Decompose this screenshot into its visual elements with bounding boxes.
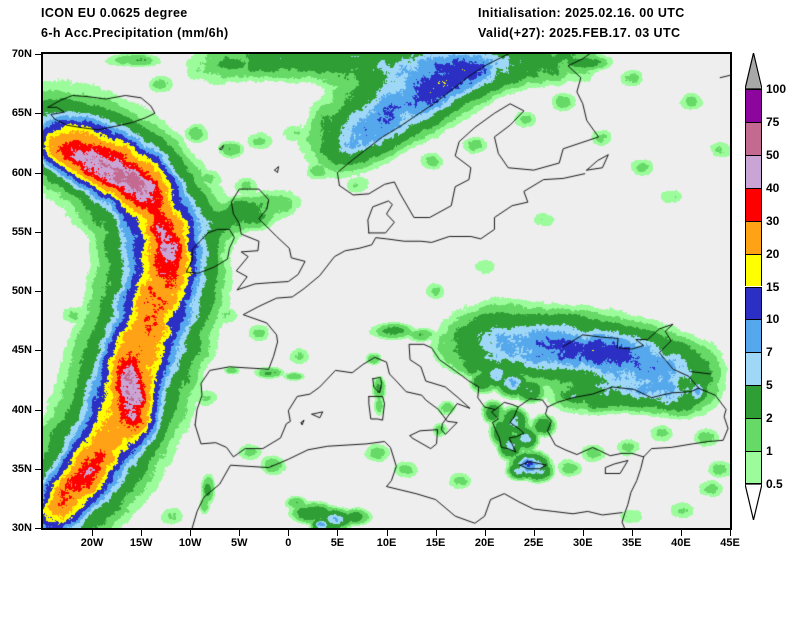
x-tick <box>435 530 437 536</box>
y-axis-label: 55N <box>11 225 32 238</box>
x-tick <box>582 530 584 536</box>
model-title: ICON EU 0.0625 degree <box>41 6 188 20</box>
colorbar <box>745 89 762 484</box>
x-tick <box>239 530 241 536</box>
colorbar-band <box>745 418 762 452</box>
x-tick <box>680 530 682 536</box>
colorbar-band <box>745 89 762 122</box>
x-axis-label: 15E <box>425 537 446 549</box>
x-axis-label: 5E <box>330 537 345 549</box>
colorbar-tick-label: 5 <box>766 378 773 393</box>
x-axis-label: 35E <box>622 537 642 549</box>
y-axis-label: 35N <box>11 462 32 475</box>
x-tick <box>337 530 339 536</box>
y-tick <box>35 113 41 115</box>
x-tick <box>288 530 290 536</box>
x-axis-label: 0 <box>285 537 292 549</box>
colorbar-tick-label: 15 <box>766 279 780 294</box>
precipitation-raster <box>43 54 730 528</box>
colorbar-tick-label: 7 <box>766 345 773 360</box>
x-axis-label: 20E <box>474 537 495 549</box>
colorbar-band <box>745 385 762 419</box>
y-axis-label: 45N <box>11 344 32 357</box>
colorbar-tick-label: 100 <box>766 82 787 96</box>
x-axis-label: 10E <box>376 537 397 549</box>
x-axis-label: 30E <box>572 537 593 549</box>
colorbar-band <box>745 286 762 320</box>
y-tick <box>35 468 41 470</box>
colorbar-band <box>745 352 762 386</box>
x-axis-label: 25E <box>523 537 544 549</box>
colorbar-arrow-below-min <box>745 484 761 520</box>
y-axis-label: 60N <box>11 166 32 179</box>
y-axis-label: 70N <box>11 48 32 60</box>
colorbar-tick-label: 20 <box>766 246 780 261</box>
x-tick <box>92 530 94 536</box>
valid-time: Valid(+27): 2025.FEB.17. 03 UTC <box>478 26 681 40</box>
colorbar-tick-label: 50 <box>766 147 780 162</box>
x-tick <box>631 530 633 536</box>
y-axis-label: 40N <box>11 403 32 416</box>
y-tick <box>35 172 41 174</box>
colorbar-tick-label: 1 <box>766 444 773 459</box>
colorbar-arrow-above-max <box>745 53 761 89</box>
x-axis-label: 15W <box>129 537 153 549</box>
x-axis-label: 20W <box>80 537 104 549</box>
y-tick <box>35 291 41 292</box>
x-axis-label: 10W <box>178 537 202 549</box>
x-tick <box>484 530 486 536</box>
x-tick <box>190 530 192 536</box>
colorbar-band <box>745 451 762 484</box>
x-axis-label: 40E <box>671 537 691 549</box>
y-tick <box>35 231 41 233</box>
colorbar-band <box>745 220 762 254</box>
y-tick <box>35 54 41 55</box>
y-axis-label: 50N <box>11 285 32 297</box>
x-tick <box>141 530 143 536</box>
field-title: 6-h Acc.Precipitation (mm/6h) <box>41 26 229 40</box>
x-tick <box>386 530 388 536</box>
colorbar-band <box>745 187 762 221</box>
colorbar-tick-label: 30 <box>766 213 780 228</box>
y-tick <box>35 409 41 411</box>
colorbar-tick-label: 0.5 <box>766 477 783 491</box>
colorbar-tick-label: 75 <box>766 114 780 129</box>
y-tick <box>35 528 41 529</box>
colorbar-tick-label: 2 <box>766 411 773 426</box>
colorbar-band <box>745 121 762 155</box>
colorbar-tick-label: 40 <box>766 180 780 195</box>
colorbar-band <box>745 253 762 287</box>
y-axis-label: 65N <box>11 107 32 120</box>
y-axis-label: 30N <box>11 522 32 534</box>
x-tick <box>533 530 535 536</box>
map-plot-area <box>41 52 732 530</box>
x-tick <box>730 530 731 536</box>
colorbar-band <box>745 154 762 188</box>
y-tick <box>35 350 41 352</box>
x-axis-label: 45E <box>720 537 740 549</box>
initialisation-time: Initialisation: 2025.02.16. 00 UTC <box>478 6 685 20</box>
x-axis-label: 5W <box>231 537 248 549</box>
colorbar-band <box>745 319 762 353</box>
colorbar-tick-label: 10 <box>766 312 780 327</box>
